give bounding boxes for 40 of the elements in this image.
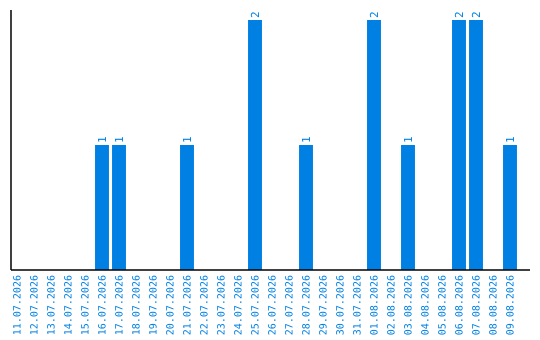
x-tick-label: 03.08.2026 [404,275,414,336]
x-tick-label: 13.07.2026 [46,275,58,336]
data-label: 2 [368,11,381,18]
x-tick-label: 16.07.2026 [98,275,108,336]
x-tick-label: 08.08.2026 [488,275,500,336]
x-tick-label: 31.07.2026 [352,275,364,336]
x-tick-label: 17.07.2026 [114,275,126,336]
x-tick-label: 21.07.2026 [182,275,194,336]
x-tick-label: 27.07.2026 [284,275,296,336]
data-label: 1 [504,136,517,143]
x-tick-label: 26.07.2026 [268,275,278,336]
x-tick-label: 29.07.2026 [318,275,330,336]
x-tick-label: 14.07.2026 [64,275,74,336]
data-label: 1 [181,136,194,143]
x-tick-label: 07.08.2026 [472,275,482,336]
x-tick-label: 28.07.2026 [302,275,312,336]
data-label: 2 [249,11,262,18]
x-tick-label: 01.08.2026 [370,275,380,336]
data-label: 2 [453,11,466,18]
x-tick-label: 09.08.2026 [506,275,516,336]
x-tick-label: 25.07.2026 [250,275,262,336]
x-tick-label: 12.07.2026 [30,275,40,336]
x-tick-label: 30.07.2026 [336,275,346,336]
x-tick-label: 23.07.2026 [216,275,228,336]
data-label: 1 [300,136,313,143]
x-tick-label: 19.07.2026 [148,275,160,336]
x-tick-label: 06.08.2026 [454,275,466,336]
x-tick-label: 04.08.2026 [420,275,432,336]
x-tick-label: 11.07.2026 [12,275,24,336]
data-label: 1 [113,136,126,143]
data-label: 1 [96,136,109,143]
x-tick-label: 05.08.2026 [438,275,448,336]
x-tick-label: 02.08.2026 [386,275,398,336]
x-tick-label: 15.07.2026 [80,275,92,336]
x-tick-label: 20.07.2026 [166,275,176,336]
x-tick-label: 18.07.2026 [132,275,142,336]
x-tick-label: 22.07.2026 [200,275,210,336]
x-tick-label: 24.07.2026 [234,275,244,336]
data-label: 2 [470,11,483,18]
data-label: 1 [402,136,415,143]
